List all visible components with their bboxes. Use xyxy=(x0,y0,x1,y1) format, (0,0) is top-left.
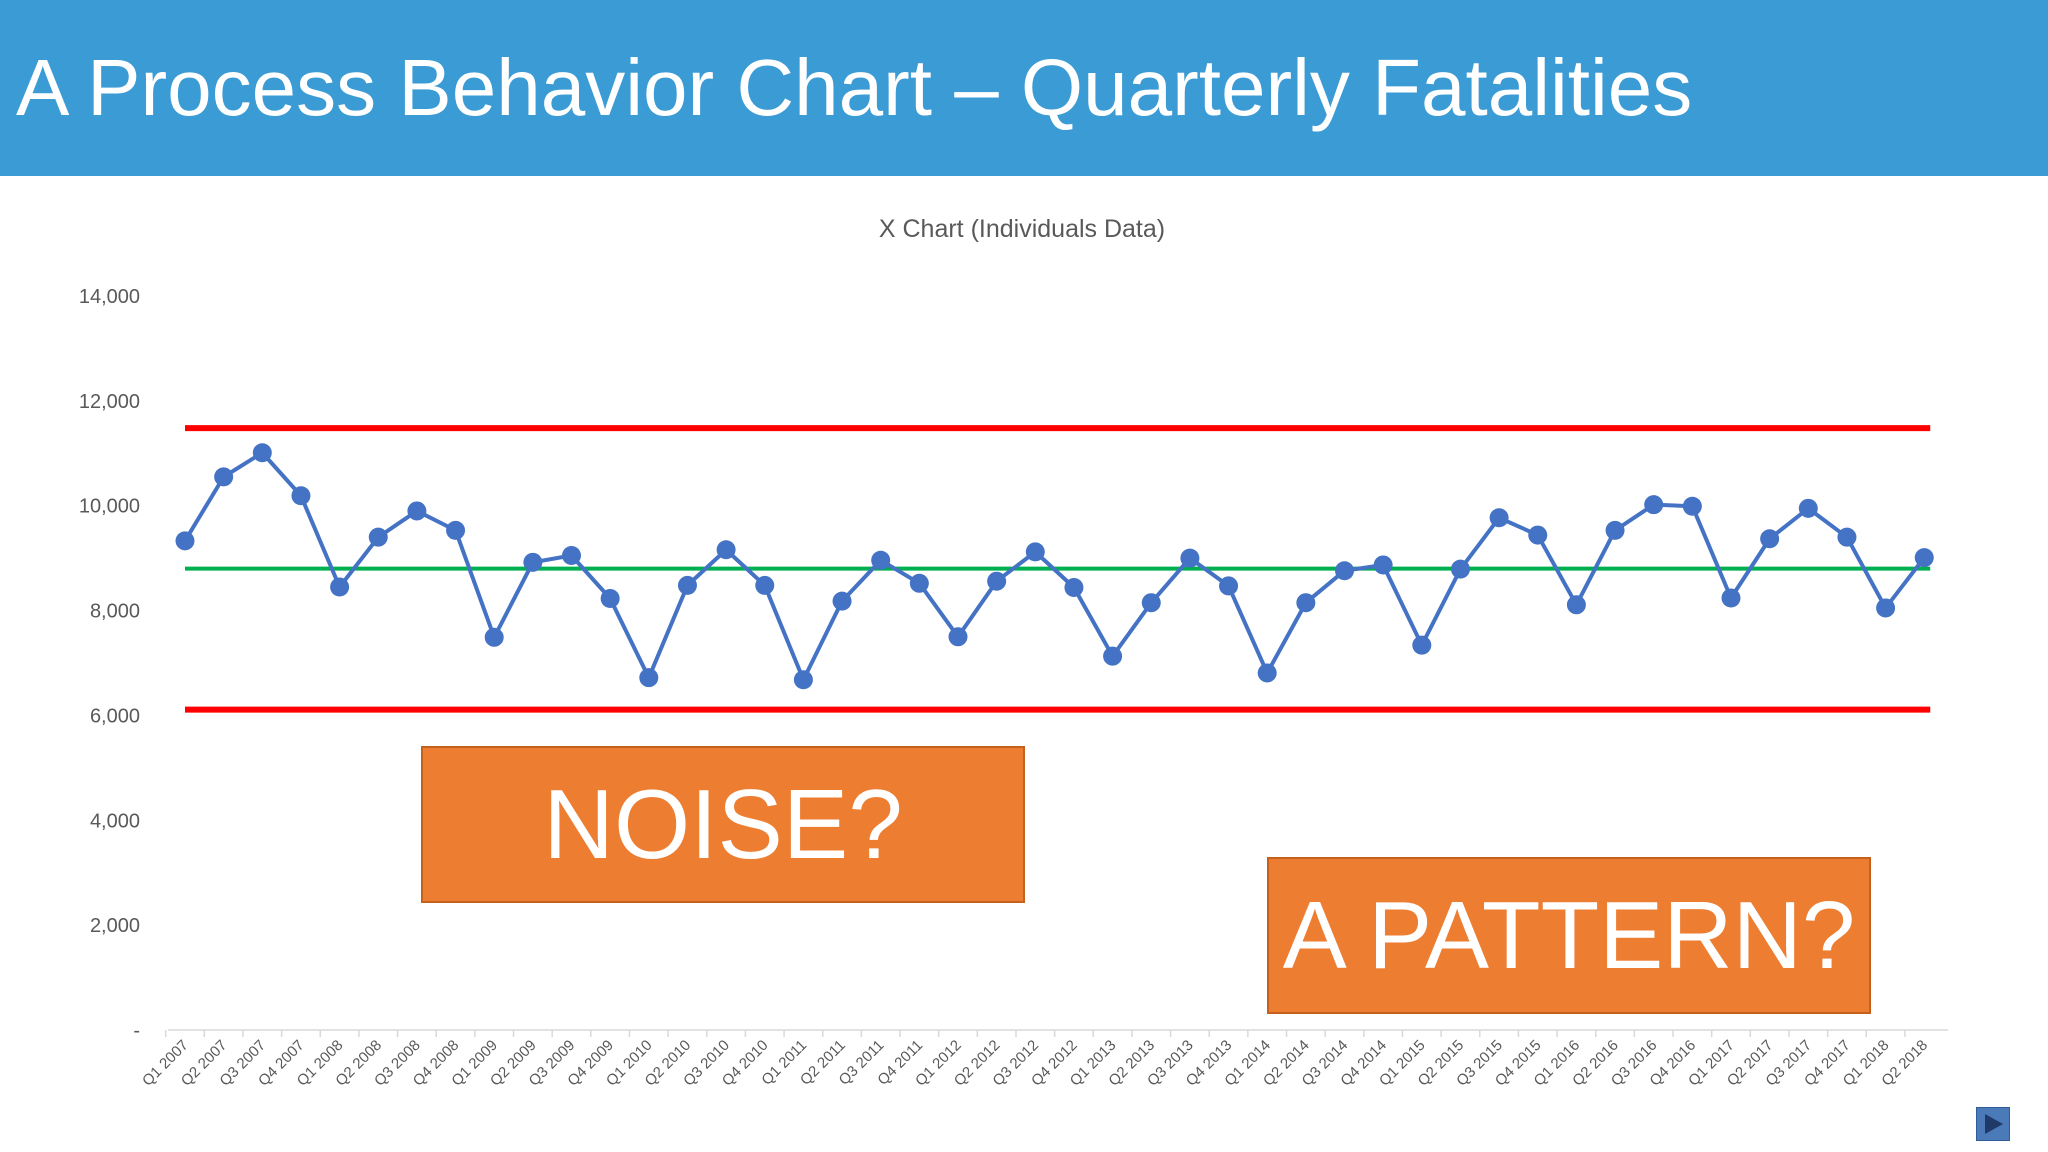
data-point xyxy=(1798,498,1818,518)
data-point xyxy=(446,520,466,540)
data-point xyxy=(1257,663,1277,683)
pattern-callout-label: A PATTERN? xyxy=(1282,881,1856,989)
data-point xyxy=(1566,595,1586,615)
data-point xyxy=(1528,525,1548,545)
data-point xyxy=(600,589,620,609)
y-axis: - 2,000 4,000 6,000 8,000 10,000 12,000 14,000 xyxy=(79,286,140,1042)
data-point xyxy=(832,591,852,611)
y-tick-label: 10,000 xyxy=(79,496,140,518)
data-point xyxy=(1721,588,1741,608)
data-point xyxy=(1373,555,1393,575)
limit-lines xyxy=(185,425,1931,713)
noise-callout: NOISE? xyxy=(421,746,1025,903)
data-point xyxy=(1141,593,1161,613)
fatalities-series-line xyxy=(183,450,1926,682)
data-point xyxy=(755,575,775,595)
data-point xyxy=(1025,542,1045,562)
y-tick-label: 6,000 xyxy=(90,705,140,727)
data-point xyxy=(1914,548,1934,568)
data-point xyxy=(1412,635,1432,655)
play-arrow-icon xyxy=(1985,1114,2003,1134)
data-point xyxy=(1682,496,1702,516)
slide-title: A Process Behavior Chart – Quarterly Fat… xyxy=(16,43,1693,132)
noise-callout-label: NOISE? xyxy=(543,769,903,879)
data-point xyxy=(871,550,891,570)
data-point xyxy=(1644,495,1664,515)
data-point xyxy=(368,527,388,547)
data-point xyxy=(1489,508,1509,528)
data-point xyxy=(1837,527,1857,547)
data-point xyxy=(716,540,736,560)
data-point xyxy=(330,577,350,597)
data-point xyxy=(1180,548,1200,568)
data-point xyxy=(407,501,427,521)
data-point xyxy=(291,486,311,506)
y-tick-label: 4,000 xyxy=(90,810,140,832)
data-point xyxy=(909,573,929,593)
pattern-callout: A PATTERN? xyxy=(1267,857,1871,1014)
title-bar: A Process Behavior Chart – Quarterly Fat… xyxy=(0,0,2048,176)
data-point xyxy=(1219,576,1239,596)
data-point xyxy=(1450,559,1470,579)
data-point xyxy=(677,575,697,595)
y-tick-label: - xyxy=(133,1020,140,1042)
data-point xyxy=(987,571,1007,591)
data-point xyxy=(214,467,234,487)
data-point xyxy=(562,546,581,566)
data-point xyxy=(1103,646,1123,666)
y-tick-label: 12,000 xyxy=(79,391,140,413)
process-behavior-chart: X Chart (Individuals Data) - 2,000 4,000 6,… xyxy=(79,215,1948,1090)
y-tick-label: 2,000 xyxy=(90,915,140,937)
data-point xyxy=(1876,598,1896,618)
y-tick-label: 14,000 xyxy=(79,286,140,308)
data-point xyxy=(523,552,543,572)
data-point xyxy=(1064,578,1084,598)
data-point xyxy=(793,670,813,690)
data-point xyxy=(252,443,272,463)
chart-title: X Chart (Individuals Data) xyxy=(879,215,1165,243)
next-slide-button[interactable] xyxy=(1976,1107,2010,1141)
data-point xyxy=(948,627,968,647)
data-series xyxy=(175,443,1934,690)
data-point xyxy=(175,531,195,551)
data-point xyxy=(1760,529,1780,549)
data-point xyxy=(1335,561,1354,581)
data-point xyxy=(1605,520,1625,540)
data-point xyxy=(484,627,504,647)
y-tick-label: 8,000 xyxy=(90,601,140,623)
data-point xyxy=(1296,593,1316,613)
data-point xyxy=(639,668,659,688)
